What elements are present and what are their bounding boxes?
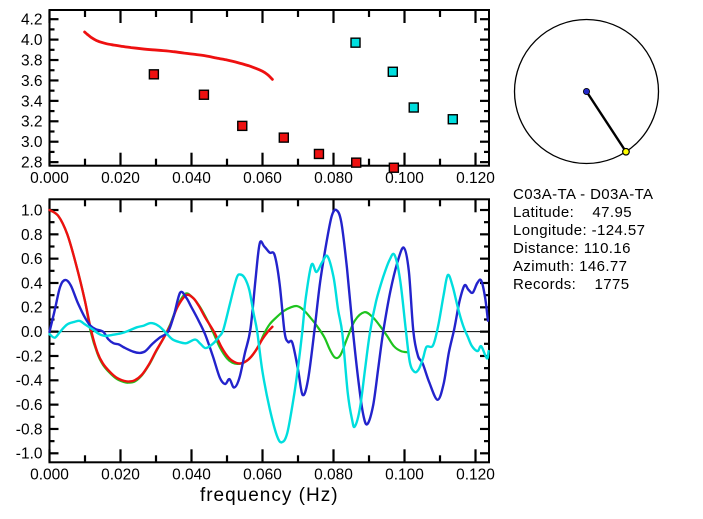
azimuth-line: Azimuth: 146.77	[513, 258, 628, 275]
station-pair-info: C03A-TA - D03A-TA Latitude: 47.95 Longit…	[513, 186, 653, 294]
y-tick-label: 4.0	[21, 32, 43, 49]
distance-line: Distance: 110.16	[513, 240, 631, 257]
x-tick-label: 0.020	[101, 467, 140, 484]
curve-cyan-wave	[48, 252, 490, 444]
marker-red-square-picks	[351, 157, 362, 168]
x-axis-title: frequency (Hz)	[200, 485, 339, 506]
marker-red-square-picks	[388, 162, 400, 173]
dial-center-dot	[583, 88, 591, 96]
longitude-line: Longitude: -124.57	[513, 222, 646, 239]
marker-cyan-square-picks	[387, 66, 398, 77]
y-tick-label: 1.0	[21, 202, 43, 219]
y-tick-label: -0.2	[16, 348, 43, 365]
x-tick-label: 0.060	[243, 467, 282, 484]
curve-blue-wave	[48, 208, 490, 426]
y-tick-label: -0.6	[16, 397, 43, 414]
azimuth-dial	[513, 18, 660, 165]
latitude-line: Latitude: 47.95	[513, 204, 632, 221]
x-tick-label: 0.080	[314, 170, 353, 187]
marker-red-square-picks	[198, 89, 210, 100]
x-tick-label: 0.000	[30, 170, 69, 187]
dial-end-dot	[622, 147, 630, 156]
x-tick-label: 0.040	[172, 170, 211, 187]
y-tick-label: 3.6	[21, 73, 43, 90]
y-tick-label: 3.4	[21, 93, 43, 110]
y-tick-label: 3.2	[21, 114, 43, 131]
curve-red-wave	[48, 208, 274, 383]
x-tick-label: 0.120	[456, 467, 495, 484]
x-tick-label: 0.100	[385, 467, 424, 484]
y-tick-label: 0.6	[21, 251, 43, 268]
y-tick-label: 0.8	[21, 227, 43, 244]
marker-red-square-picks	[313, 148, 325, 160]
x-tick-label: 0.060	[243, 170, 282, 187]
y-tick-label: 0.0	[21, 324, 43, 341]
plot-frame	[48, 9, 490, 167]
x-tick-label: 0.000	[30, 467, 69, 484]
marker-red-square-picks	[237, 120, 248, 132]
marker-red-square-picks	[148, 69, 160, 80]
marker-cyan-square-picks	[350, 37, 361, 48]
x-tick-label: 0.020	[101, 170, 140, 187]
y-tick-label: -0.4	[16, 373, 43, 390]
marker-cyan-square-picks	[408, 102, 419, 113]
y-tick-label: 4.2	[21, 12, 43, 29]
x-tick-label: 0.100	[385, 170, 424, 187]
records-line: Records: 1775	[513, 276, 630, 293]
bottom-frequency-chart: 0.000 0.020 0.040 0.060 0.080 0.100 0.120 -1.0 -…	[16, 198, 495, 506]
y-tick-label: 3.8	[21, 52, 43, 69]
azimuth-needle	[585, 90, 627, 153]
dial-circle	[513, 18, 660, 165]
y-tick-label: 0.4	[21, 275, 43, 292]
top-dispersion-chart: 0.000 0.020 0.040 0.060 0.080 0.100 0.120 2.8 3.…	[21, 9, 495, 187]
marker-cyan-square-picks	[447, 114, 458, 125]
x-tick-label: 0.080	[314, 467, 353, 484]
x-tick-label: 0.120	[456, 170, 495, 187]
marker-red-square-picks	[278, 132, 290, 143]
y-tick-label: 0.2	[21, 300, 43, 317]
station-pair-title: C03A-TA - D03A-TA	[513, 186, 654, 203]
x-tick-label: 0.040	[172, 467, 211, 484]
y-tick-label: 3.0	[21, 134, 43, 151]
curve-red-dispersion-curve	[83, 30, 274, 81]
y-tick-label: -1.0	[16, 446, 43, 463]
y-tick-label: 2.8	[21, 155, 43, 172]
y-tick-label: -0.8	[16, 421, 43, 438]
